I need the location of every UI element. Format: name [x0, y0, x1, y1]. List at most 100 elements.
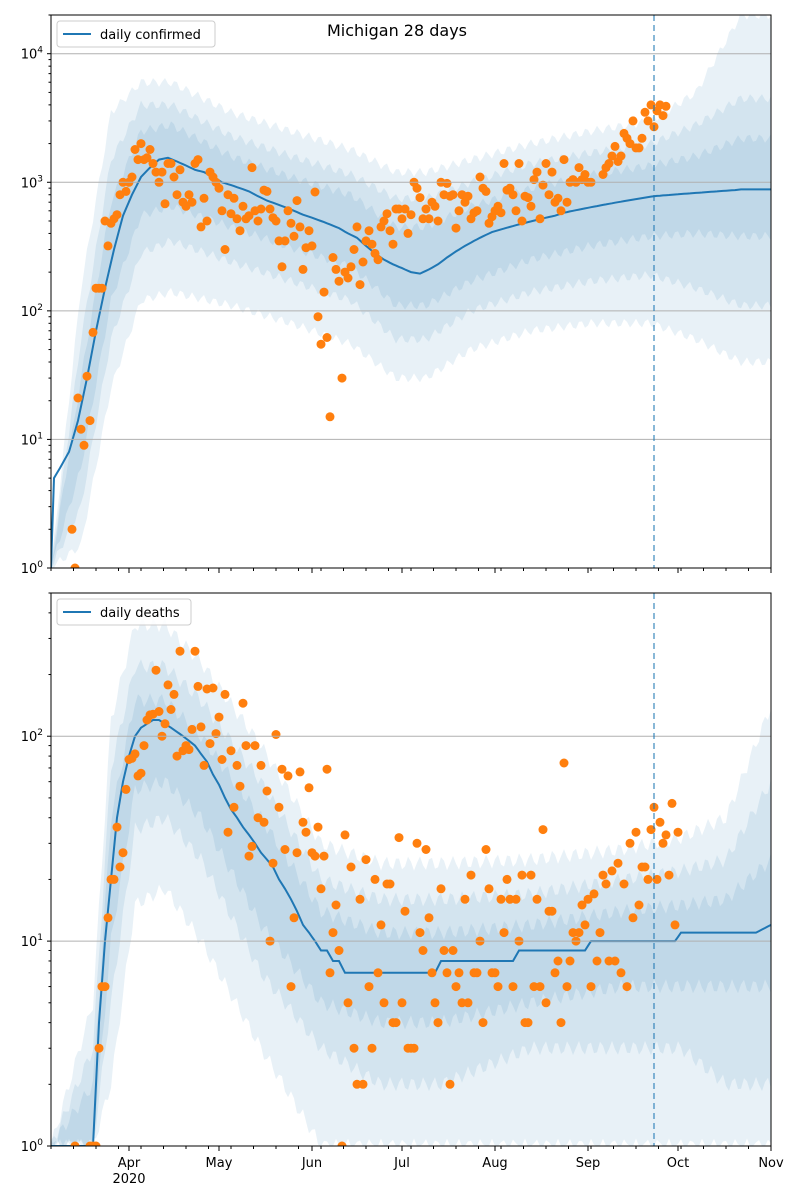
y-tick-label: 102	[21, 303, 43, 320]
observed-point	[523, 1018, 533, 1028]
x-tick-label: Jul	[393, 1156, 410, 1171]
observed-point	[385, 226, 395, 236]
observed-point	[454, 206, 464, 216]
observed-point	[223, 827, 233, 837]
observed-point	[244, 851, 254, 861]
observed-point	[190, 646, 200, 656]
observed-point	[418, 946, 428, 955]
observed-point	[331, 264, 341, 274]
observed-point	[496, 208, 506, 218]
observed-point	[292, 848, 302, 858]
observed-point	[214, 712, 224, 722]
observed-point	[211, 729, 221, 739]
observed-point	[535, 982, 545, 992]
observed-point	[445, 1079, 455, 1089]
observed-point	[295, 222, 305, 232]
observed-point	[406, 210, 416, 220]
observed-point	[316, 884, 326, 894]
band-95	[51, 15, 771, 568]
observed-point	[364, 982, 374, 992]
observed-point	[526, 201, 536, 211]
observed-point	[349, 245, 359, 254]
observed-point	[388, 239, 398, 249]
observed-point	[220, 689, 230, 699]
observed-point	[307, 241, 317, 251]
legend-label: daily confirmed	[100, 28, 201, 43]
observed-point	[184, 745, 194, 755]
observed-point	[256, 760, 266, 770]
observed-point	[193, 155, 203, 165]
observed-point	[415, 193, 425, 203]
observed-point	[607, 866, 617, 876]
observed-point	[616, 151, 626, 161]
observed-point	[139, 741, 149, 751]
observed-point	[640, 862, 650, 872]
observed-point	[532, 167, 542, 177]
observed-point	[283, 206, 293, 216]
y-tick-label: 104	[21, 46, 44, 63]
y-tick-label: 103	[21, 174, 43, 191]
observed-point	[328, 928, 338, 938]
observed-point	[472, 968, 482, 978]
observed-point	[508, 190, 518, 200]
observed-point	[658, 111, 668, 121]
observed-point	[166, 159, 176, 168]
observed-point	[478, 1018, 488, 1028]
observed-point	[196, 222, 206, 232]
x-tick-sublabel: 2020	[112, 1172, 145, 1187]
observed-point	[484, 884, 494, 894]
y-tick-label: 101	[21, 933, 43, 950]
observed-point	[538, 825, 548, 835]
observed-point	[466, 870, 476, 880]
observed-point	[622, 982, 632, 992]
observed-point	[280, 845, 290, 854]
observed-point	[304, 783, 314, 793]
observed-point	[424, 214, 434, 224]
observed-point	[142, 153, 152, 163]
observed-point	[355, 894, 365, 904]
observed-point	[526, 870, 536, 880]
observed-point	[352, 222, 362, 232]
observed-point	[226, 209, 236, 219]
observed-point	[121, 784, 131, 794]
observed-point	[409, 1043, 419, 1053]
observed-point	[580, 170, 590, 179]
observed-point	[610, 141, 620, 151]
legend-box	[56, 20, 216, 48]
observed-point	[229, 193, 239, 203]
observed-point	[289, 231, 299, 241]
observed-point	[298, 264, 308, 274]
legend: daily confirmed	[56, 20, 216, 48]
observed-point	[502, 874, 512, 884]
observed-point	[511, 206, 521, 216]
observed-point	[589, 889, 599, 899]
legend: daily deaths	[56, 598, 192, 626]
observed-point	[655, 817, 665, 827]
observed-point	[301, 827, 311, 837]
observed-point	[379, 216, 389, 226]
observed-point	[160, 719, 170, 729]
observed-point	[376, 920, 386, 930]
y-tick-label: 100	[21, 1138, 44, 1155]
observed-point	[97, 283, 107, 293]
observed-point	[574, 163, 584, 173]
observed-point	[265, 204, 275, 214]
observed-point	[664, 870, 674, 880]
observed-point	[490, 968, 500, 978]
observed-point	[634, 900, 644, 910]
observed-point	[625, 838, 635, 848]
observed-point	[400, 906, 410, 916]
observed-point	[238, 201, 248, 211]
observed-point	[358, 257, 368, 267]
observed-point	[598, 870, 608, 880]
observed-point	[559, 758, 569, 768]
observed-point	[340, 830, 350, 840]
observed-point	[115, 862, 125, 872]
observed-point	[574, 928, 584, 938]
observed-point	[205, 739, 215, 749]
observed-point	[541, 159, 551, 168]
observed-point	[262, 186, 272, 196]
observed-point	[499, 159, 509, 168]
observed-point	[277, 262, 287, 272]
